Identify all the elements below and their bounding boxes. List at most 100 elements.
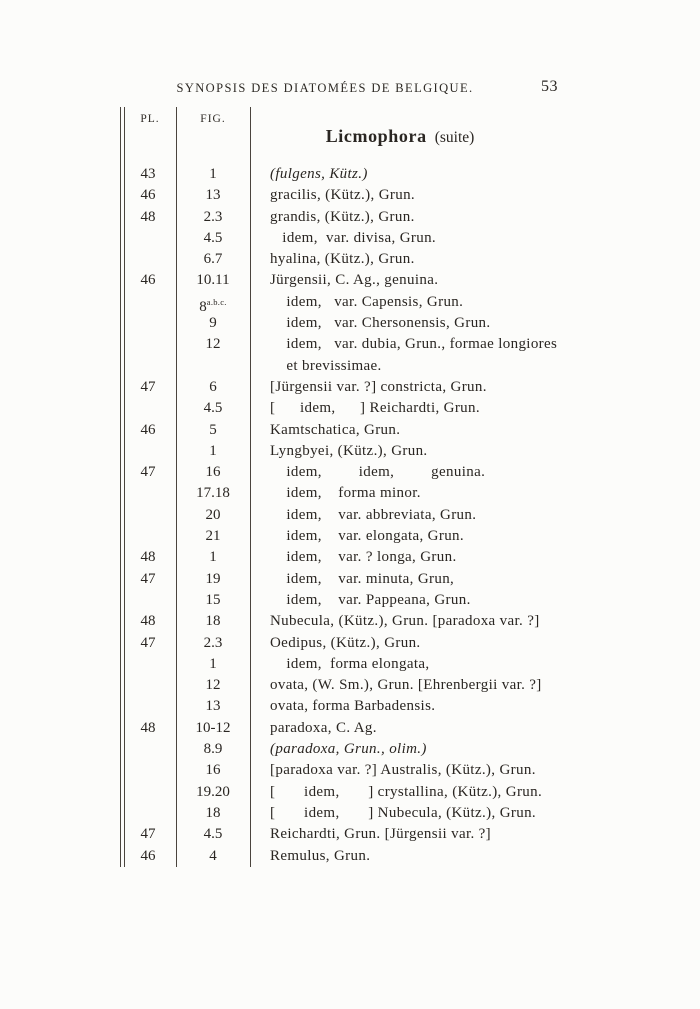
figure-cell: 4.5 bbox=[203, 400, 223, 417]
table-left-double-rule-inner bbox=[124, 107, 125, 867]
figure-cell: 13 bbox=[205, 187, 221, 204]
species-name-cell: idem, var. minuta, Grun, bbox=[270, 570, 455, 587]
species-name-cell: ovata, (W. Sm.), Grun. [Ehrenbergii var.… bbox=[270, 677, 542, 694]
figure-cell: 17.18 bbox=[196, 485, 230, 502]
plate-cell: 46 bbox=[140, 847, 156, 864]
plate-cell: 47 bbox=[140, 570, 156, 587]
figure-cell: 12 bbox=[205, 336, 221, 353]
figure-cell: 6 bbox=[209, 378, 217, 395]
figure-cell: 19.20 bbox=[196, 783, 230, 800]
table-row: 16 [paradoxa var. ?] Australis, (Kütz.), … bbox=[120, 760, 665, 781]
plate-cell: 48 bbox=[140, 613, 156, 630]
species-name-cell: idem, var. elongata, Grun. bbox=[270, 528, 465, 545]
table-row: 47 6 [Jürgensii var. ?] constricta, Grun. bbox=[120, 377, 665, 398]
table-title: Licmophora (suite) bbox=[260, 126, 540, 147]
species-name-cell: Kamtschatica, Grun. bbox=[270, 421, 401, 438]
figure-cell: 19 bbox=[205, 570, 221, 587]
plate-cell: 46 bbox=[140, 272, 156, 289]
species-name-cell: idem, var. Capensis, Grun. bbox=[270, 293, 464, 310]
table-row: 43 1 (fulgens, Kütz.) bbox=[120, 164, 665, 185]
figure-cell: 16 bbox=[205, 762, 221, 779]
species-name-cell: grandis, (Kütz.), Grun. bbox=[270, 208, 415, 225]
figure-cell: 1 bbox=[209, 166, 217, 182]
species-name-cell: idem, var. Pappeana, Grun. bbox=[270, 591, 471, 608]
species-name-cell: idem, var. divisa, Grun. bbox=[270, 229, 437, 246]
table-row: 21 idem, var. elongata, Grun. bbox=[120, 526, 665, 547]
species-name-cell: idem, var. Chersonensis, Grun. bbox=[270, 315, 491, 332]
plate-cell: 47 bbox=[140, 378, 156, 395]
figure-cell: 2.3 bbox=[203, 634, 223, 651]
pl-fig-divider-rule bbox=[176, 107, 177, 867]
figure-cell: 8a.b.c. bbox=[199, 296, 227, 315]
table-row: 13 ovata, forma Barbadensis. bbox=[120, 696, 665, 717]
species-name-cell: Remulus, Grun. bbox=[270, 847, 371, 864]
table-row: 19.20 [ idem, ] crystallina, (Kütz.), Gru… bbox=[120, 782, 665, 803]
species-name-cell: Oedipus, (Kütz.), Grun. bbox=[270, 634, 421, 651]
species-name-cell: [Jürgensii var. ?] constricta, Grun. bbox=[270, 378, 487, 395]
table-row: 4.5 idem, var. divisa, Grun. bbox=[120, 228, 665, 249]
figure-cell: 6.7 bbox=[203, 251, 223, 268]
species-name-cell: ovata, forma Barbadensis. bbox=[270, 698, 436, 715]
species-name-cell: idem, forma elongata, bbox=[270, 655, 430, 672]
figure-cell: 1 bbox=[209, 549, 217, 566]
species-name-cell: hyalina, (Kütz.), Grun. bbox=[270, 251, 415, 268]
column-header-fig: FIG. bbox=[200, 113, 226, 125]
species-name-cell: Jürgensii, C. Ag., genuina. bbox=[270, 272, 439, 289]
figure-cell: 20 bbox=[205, 506, 221, 523]
table-row: 46 5 Kamtschatica, Grun. bbox=[120, 420, 665, 441]
figure-cell: 4.5 bbox=[203, 826, 223, 843]
species-name-cell: Reichardti, Grun. [Jürgensii var. ?] bbox=[270, 826, 492, 843]
plate-cell: 47 bbox=[140, 634, 156, 651]
figure-cell: 1 bbox=[209, 655, 217, 672]
plate-cell: 47 bbox=[140, 826, 156, 843]
figure-cell: 1 bbox=[209, 442, 217, 459]
figure-cell: 4 bbox=[209, 847, 217, 864]
figure-cell: 21 bbox=[205, 528, 221, 545]
running-header: SYNOPSIS DES DIATOMÉES DE BELGIQUE. bbox=[176, 81, 474, 95]
species-name-cell: [ idem, ] Nubecula, (Kütz.), Grun. bbox=[270, 804, 537, 821]
figure-cell: 15 bbox=[205, 591, 221, 608]
table-row: 47 19 idem, var. minuta, Grun, bbox=[120, 569, 665, 590]
plate-cell: 46 bbox=[140, 421, 156, 438]
figure-cell: 5 bbox=[209, 421, 217, 438]
species-name-cell: idem, var. abbreviata, Grun. bbox=[270, 506, 477, 523]
species-name-cell: [ idem, ] Reichardti, Grun. bbox=[270, 400, 480, 417]
plate-cell: 48 bbox=[140, 549, 156, 566]
species-name-cell: idem, var. ? longa, Grun. bbox=[270, 549, 457, 566]
figure-cell: 9 bbox=[209, 315, 217, 332]
table-row: 1 Lyngbyei, (Kütz.), Grun. bbox=[120, 441, 665, 462]
figure-cell: 16 bbox=[205, 464, 221, 481]
species-name-cell: gracilis, (Kütz.), Grun. bbox=[270, 187, 416, 204]
species-name-cell: idem, var. dubia, Grun., formae longiore… bbox=[286, 336, 558, 374]
table-row: 46 10.11 Jürgensii, C. Ag., genuina. bbox=[120, 270, 665, 291]
table-row: 12 idem, var. dubia, Grun., formae longi… bbox=[120, 334, 665, 377]
table-row: 9 idem, var. Chersonensis, Grun. bbox=[120, 313, 665, 334]
table-row: 17.18 idem, forma minor. bbox=[120, 483, 665, 504]
figure-cell: 4.5 bbox=[203, 229, 223, 246]
table-row: 8.9 (paradoxa, Grun., olim.) bbox=[120, 739, 665, 760]
column-header-pl: PL. bbox=[140, 113, 160, 125]
table-row: 18 [ idem, ] Nubecula, (Kütz.), Grun. bbox=[120, 803, 665, 824]
plate-cell: 48 bbox=[140, 719, 156, 736]
species-name-cell: (paradoxa, Grun., olim.) bbox=[270, 741, 427, 758]
species-name-cell: Nubecula, (Kütz.), Grun. [paradoxa var. … bbox=[270, 613, 540, 630]
table-row: 47 16 idem, idem, genuina. bbox=[120, 462, 665, 483]
species-name-cell: [ idem, ] crystallina, (Kütz.), Grun. bbox=[270, 783, 543, 800]
table-row: 6.7 hyalina, (Kütz.), Grun. bbox=[120, 249, 665, 270]
table-row: 48 2.3 grandis, (Kütz.), Grun. bbox=[120, 207, 665, 228]
figure-cell: 2.3 bbox=[203, 208, 223, 225]
species-name-cell: Lyngbyei, (Kütz.), Grun. bbox=[270, 442, 428, 459]
table-row: 48 10-12 paradoxa, C. Ag. bbox=[120, 718, 665, 739]
table-row: 1 idem, forma elongata, bbox=[120, 654, 665, 675]
table-row: 20 idem, var. abbreviata, Grun. bbox=[120, 505, 665, 526]
plate-cell: 47 bbox=[140, 464, 156, 481]
page-number: 53 bbox=[541, 78, 558, 95]
plate-cell: 43 bbox=[140, 166, 156, 182]
figure-cell: 12 bbox=[205, 677, 221, 694]
table-left-double-rule-outer bbox=[120, 107, 121, 867]
table-row: 12 ovata, (W. Sm.), Grun. [Ehrenbergii va… bbox=[120, 675, 665, 696]
plate-cell: 46 bbox=[140, 187, 156, 204]
table-row: 8a.b.c. idem, var. Capensis, Grun. bbox=[120, 292, 665, 315]
species-name-cell: idem, idem, genuina. bbox=[270, 464, 486, 481]
table-row: 48 18 Nubecula, (Kütz.), Grun. [paradoxa v… bbox=[120, 611, 665, 632]
